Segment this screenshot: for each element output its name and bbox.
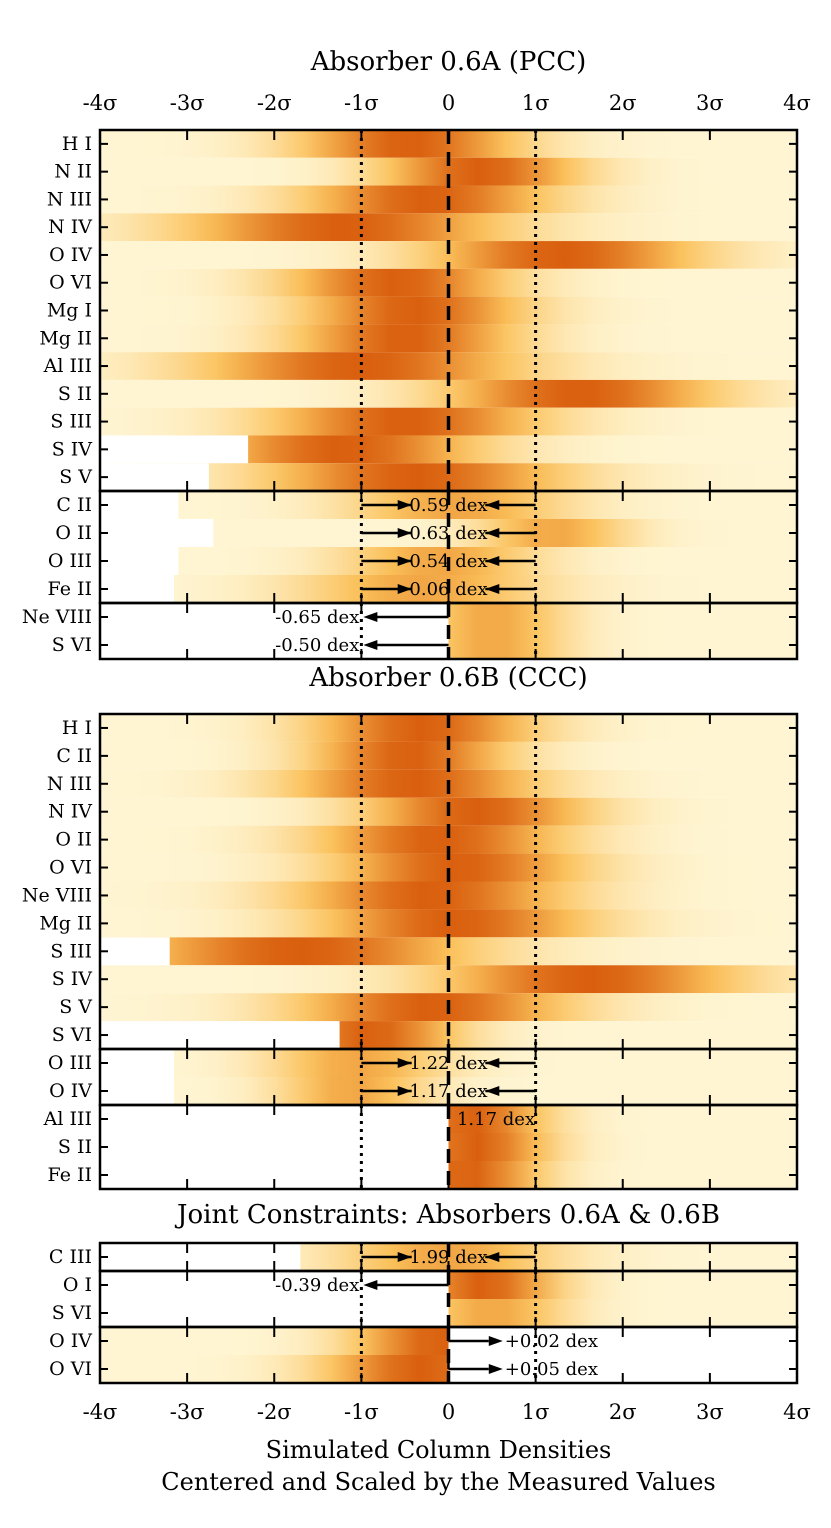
x-tick-label: 0 <box>442 1400 455 1424</box>
ion-label: Fe II <box>48 1164 92 1186</box>
x-tick-label: 0 <box>442 91 455 115</box>
x-tick-label: -2σ <box>257 1400 292 1424</box>
ion-label: O VI <box>49 1358 92 1380</box>
arrow-head <box>485 584 500 594</box>
ion-label: O VI <box>49 857 92 879</box>
ion-label: O VI <box>49 272 92 294</box>
ion-label: N III <box>47 773 92 795</box>
x-tick-label: -4σ <box>83 91 118 115</box>
panel-title: Absorber 0.6A (PCC) <box>310 47 587 77</box>
ion-label: Ne VIII <box>22 884 92 906</box>
ion-label: S VI <box>52 634 92 656</box>
arrow-head <box>397 528 412 538</box>
x-axis-label-line2: Centered and Scaled by the Measured Valu… <box>161 1468 715 1496</box>
arrow-head <box>397 556 412 566</box>
ion-label: Mg II <box>39 327 92 349</box>
ion-label: C II <box>56 494 92 516</box>
arrow-head <box>485 1058 500 1068</box>
ion-label: H I <box>62 717 92 739</box>
ion-label: S V <box>59 466 92 488</box>
ion-label: N II <box>54 161 92 183</box>
x-tick-label: -1σ <box>344 1400 379 1424</box>
ion-label: O III <box>48 1052 92 1074</box>
ion-label: O IV <box>49 1080 92 1102</box>
ion-label: S II <box>58 383 92 405</box>
arrow-head <box>363 640 378 650</box>
x-tick-label: 4σ <box>783 1400 811 1424</box>
ion-label: Al III <box>43 1108 92 1130</box>
x-tick-label: 3σ <box>696 91 724 115</box>
arrow-head <box>397 1252 412 1262</box>
ion-label: S III <box>50 940 92 962</box>
ion-label: Fe II <box>48 578 92 600</box>
ion-label: C II <box>56 745 92 767</box>
dex-annotation: +0.05 dex <box>505 1359 598 1380</box>
dex-annotation: 0.63 dex <box>409 523 487 544</box>
x-tick-label: -3σ <box>170 91 205 115</box>
ion-label: O I <box>63 1274 92 1296</box>
arrow-head <box>397 1058 412 1068</box>
arrow-head <box>485 1252 500 1262</box>
ion-label: O IV <box>49 244 92 266</box>
panel-title: Absorber 0.6B (CCC) <box>308 663 587 693</box>
dex-annotation: -0.39 dex <box>275 1275 359 1296</box>
ion-label: S VI <box>52 1302 92 1324</box>
ion-label: Ne VIII <box>22 606 92 628</box>
dex-annotation: 1.22 dex <box>409 1053 487 1074</box>
dex-annotation: -0.65 dex <box>275 607 359 628</box>
ion-label: S V <box>59 996 92 1018</box>
ion-label: O II <box>55 522 92 544</box>
dex-annotation: 0.54 dex <box>409 551 487 572</box>
x-tick-label: 1σ <box>522 91 550 115</box>
ion-label: S IV <box>52 968 93 990</box>
x-tick-label: -3σ <box>170 1400 205 1424</box>
arrow-head <box>488 1364 503 1374</box>
arrow-head <box>485 528 500 538</box>
dex-annotation: +0.02 dex <box>505 1331 598 1352</box>
x-tick-label: 2σ <box>609 1400 637 1424</box>
x-tick-label: 2σ <box>609 91 637 115</box>
arrow-head <box>363 1280 378 1290</box>
arrow-head <box>488 1336 503 1346</box>
ion-label: S VI <box>52 1024 92 1046</box>
x-tick-label: 1σ <box>522 1400 550 1424</box>
ion-label: Mg I <box>47 300 92 322</box>
ion-label: N III <box>47 188 92 210</box>
labels: Absorber 0.6A (PCC) -4σ -3σ -2σ -1σ 0 1σ 2σ 3σ 4σ… <box>22 47 811 1496</box>
x-tick-label: -2σ <box>257 91 292 115</box>
dex-annotation: 1.17 dex <box>457 1109 535 1130</box>
dex-annotation: 0.06 dex <box>409 579 487 600</box>
arrow-head <box>485 500 500 510</box>
dex-annotation: -0.50 dex <box>275 635 359 656</box>
ion-label: S III <box>50 411 92 433</box>
ion-label: S IV <box>52 438 93 460</box>
arrow-head <box>485 556 500 566</box>
arrow-head <box>397 584 412 594</box>
ion-label: O II <box>55 829 92 851</box>
x-tick-label: -1σ <box>344 91 379 115</box>
ion-label: N IV <box>48 801 92 823</box>
x-tick-label: 3σ <box>696 1400 724 1424</box>
dex-annotation: 1.99 dex <box>409 1247 487 1268</box>
ion-label: S II <box>58 1136 92 1158</box>
arrow-head <box>485 1086 500 1096</box>
ion-label: C III <box>49 1246 92 1268</box>
dex-annotation: 0.59 dex <box>409 495 487 516</box>
arrow-head <box>397 500 412 510</box>
x-tick-label: 4σ <box>783 91 811 115</box>
ion-label: Mg II <box>39 912 92 934</box>
x-tick-label: -4σ <box>83 1400 118 1424</box>
ion-label: H I <box>62 133 92 155</box>
dex-annotation: 1.17 dex <box>409 1081 487 1102</box>
ion-label: O IV <box>49 1330 92 1352</box>
ion-label: N IV <box>48 216 92 238</box>
panel-title: Joint Constraints: Absorbers 0.6A & 0.6B <box>174 1200 720 1230</box>
x-axis-label: Simulated Column Densities <box>266 1436 612 1464</box>
ion-label: Al III <box>43 355 92 377</box>
arrow-head <box>397 1086 412 1096</box>
arrow-head <box>363 612 378 622</box>
ion-label: O III <box>48 550 92 572</box>
